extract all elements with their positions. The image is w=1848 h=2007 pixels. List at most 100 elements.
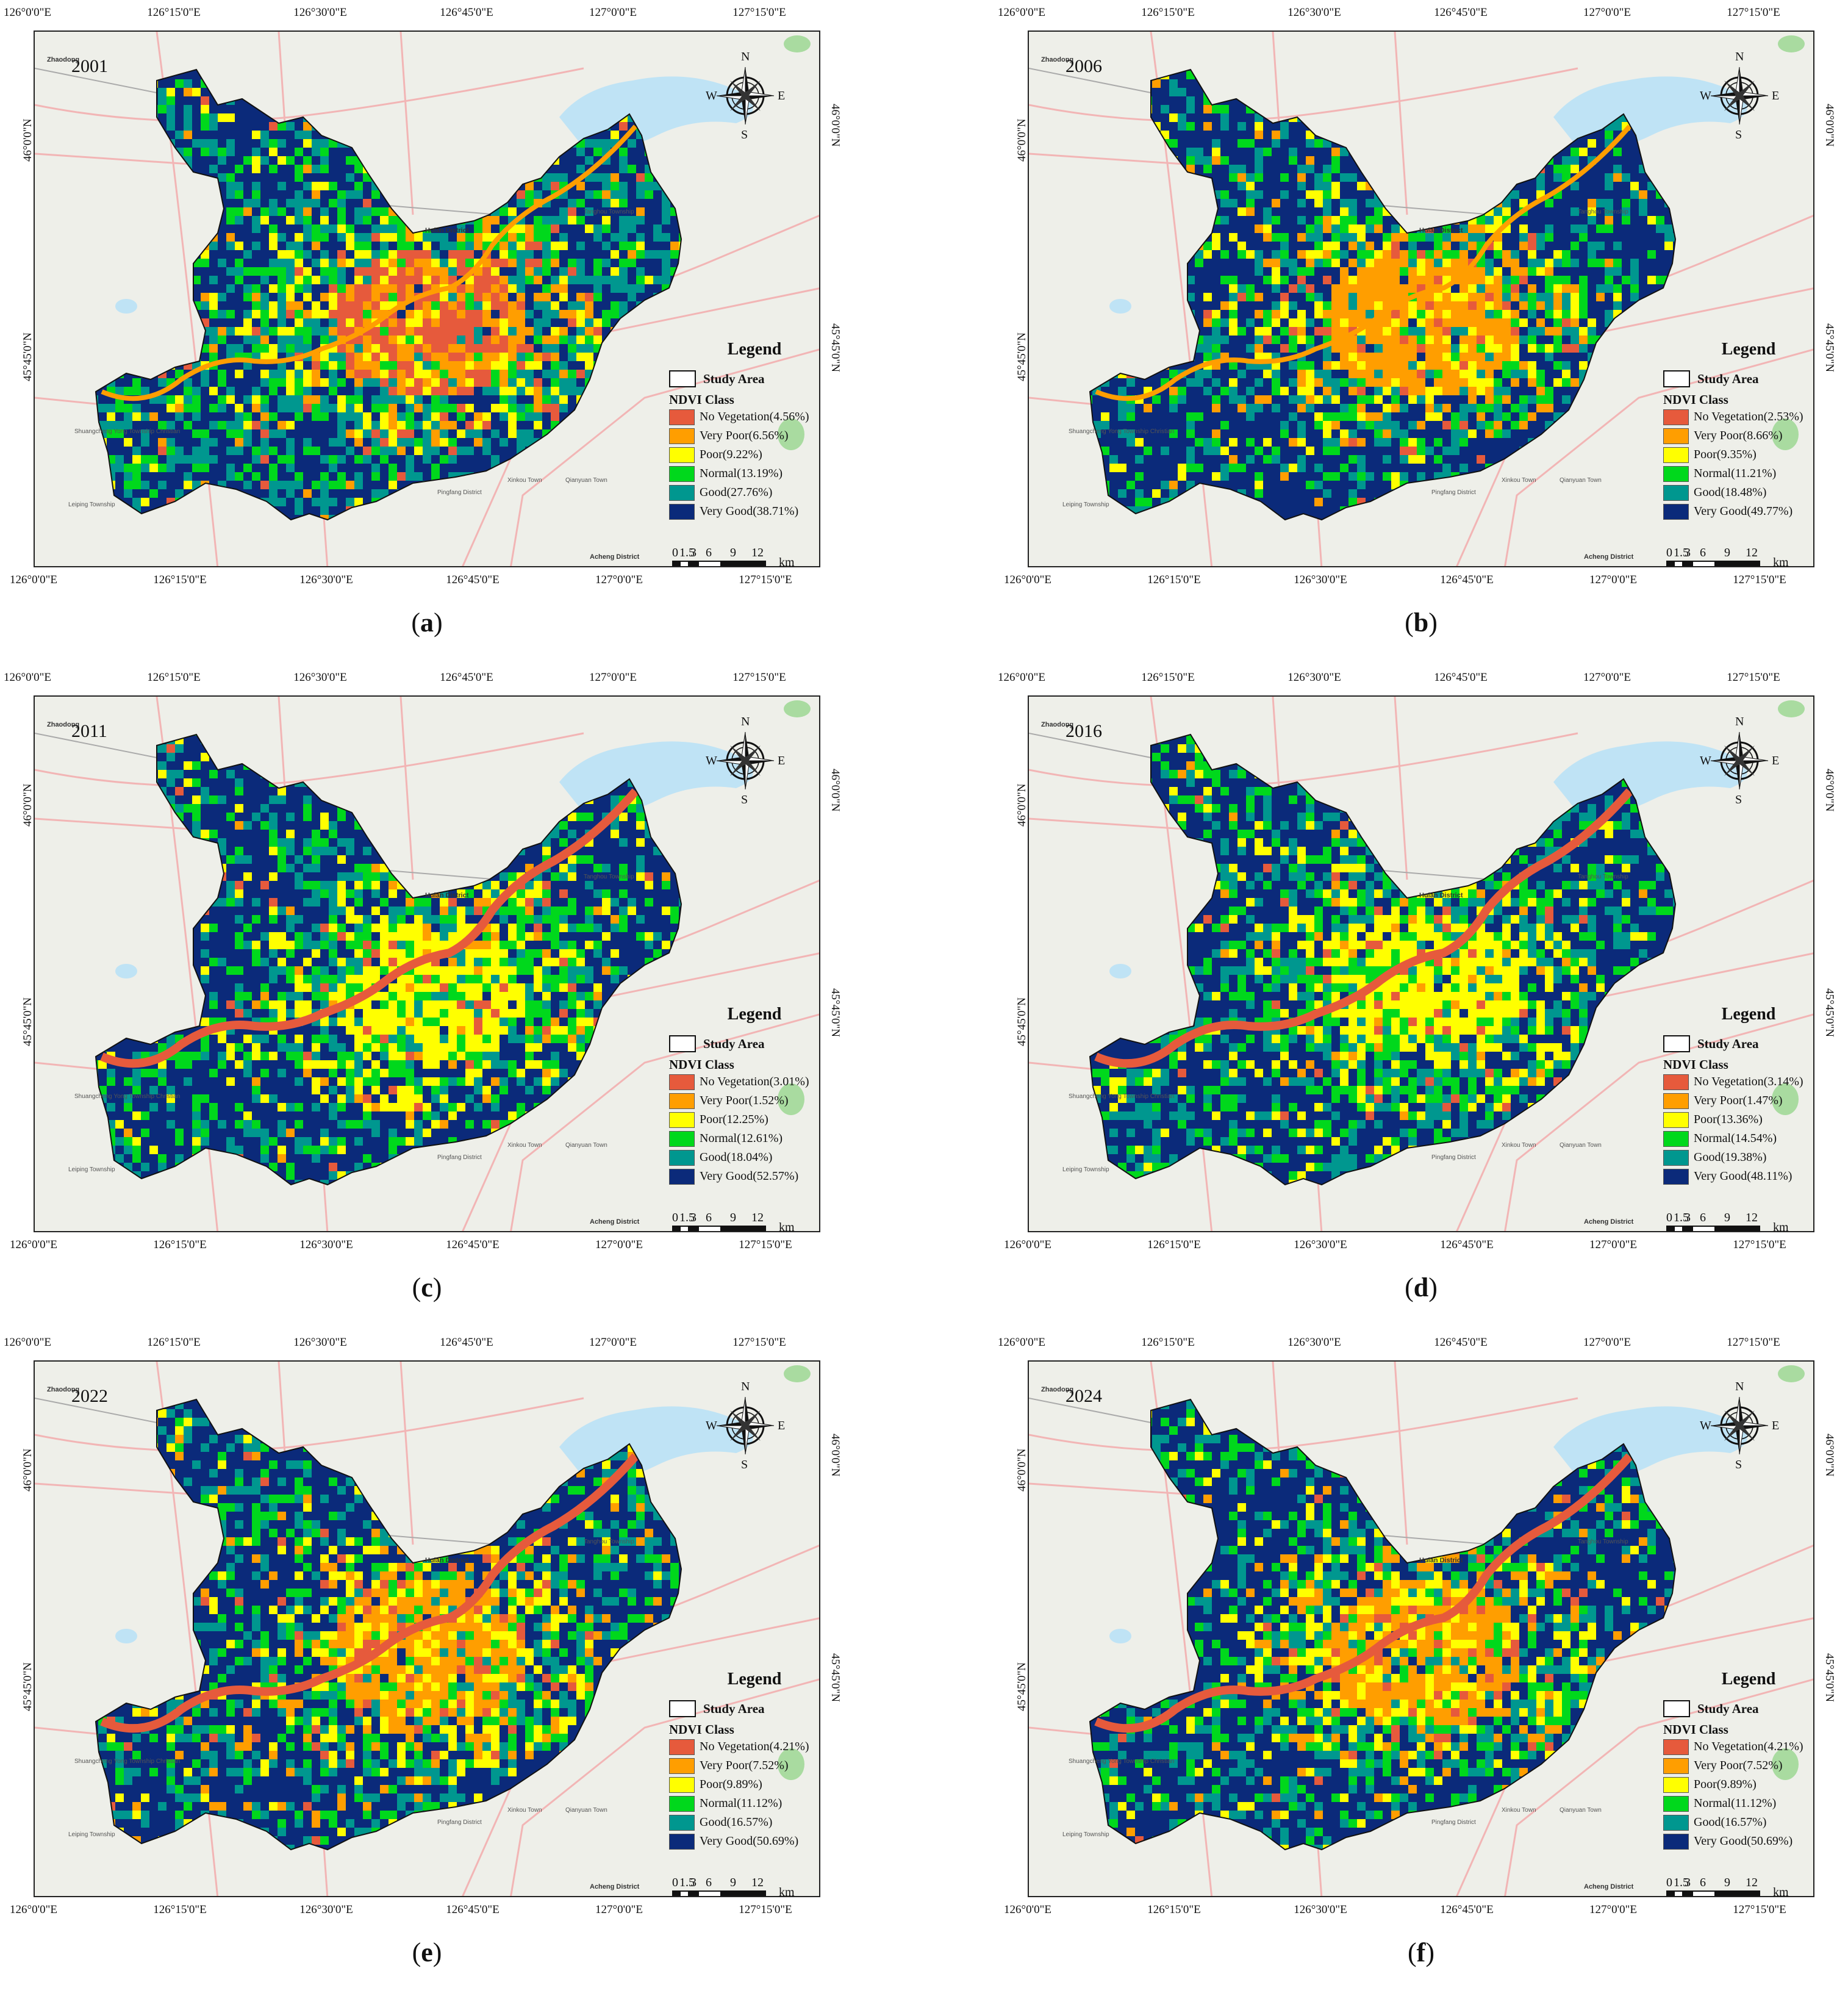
place-label-qianyuan: Qianyuan Town [1560,1142,1602,1149]
scale-segment [1675,1892,1682,1896]
legend-class-row: Poor(13.36%) [1663,1110,1810,1129]
legend-swatch [669,484,695,501]
legend-class-label: No Vegetation(4.56%) [700,410,809,423]
scale-number: 3 [690,1211,697,1224]
legend-class-row: Normal(13.19%) [669,464,815,483]
legend-class-label: Normal(14.54%) [1694,1132,1777,1145]
place-label-shuangcheng: Shuangcheng Yong Township Christian [74,428,181,435]
legend-class-label: Very Good(49.77%) [1694,504,1793,518]
place-label-acheng: Acheng District [1584,1218,1634,1226]
legend-class-row: No Vegetation(2.53%) [1663,408,1810,426]
scale-number: 3 [1685,1211,1691,1224]
legend-class-row: Very Good(50.69%) [669,1832,815,1851]
scale-number: 6 [1700,1211,1706,1224]
latitude-label-left: 45°45'0"N [21,1662,34,1711]
longitude-label-top: 127°0'0"E [1583,671,1631,684]
longitude-label-top: 127°0'0"E [1583,1336,1631,1349]
longitude-label-top: 126°0'0"E [4,671,51,684]
place-label-acheng: Acheng District [1584,553,1634,561]
study-area-swatch [1663,1700,1690,1717]
scale-segment [699,1227,720,1231]
basemap [35,1362,819,1896]
compass-label-e: E [778,1419,786,1432]
compass-label-n: N [741,715,750,728]
place-label-hulan: Hulan District [425,227,469,234]
panel-caption: (e) [412,1937,442,1968]
latitude-label-right: 45°45'0"N [829,1653,842,1702]
study-area-label: Study Area [703,371,765,386]
longitude-label-top: 126°45'0"E [440,1336,493,1349]
longitude-label-bottom: 126°15'0"E [153,1903,207,1916]
legend-swatch [669,1776,695,1793]
park-area [778,418,804,450]
caption-letter: a [420,608,434,637]
place-label-hulan: Hulan District [1419,892,1463,899]
park-area [1778,700,1805,717]
place-label-pingfang: Pingfang District [1431,489,1476,496]
ndvi-class-title: NDVI Class [669,392,734,407]
scale-unit: km [779,1221,795,1232]
compass-rose-icon: N S E W [1700,1380,1779,1471]
map-year: 2024 [1065,1386,1102,1406]
compass-label-s: S [1735,1458,1742,1471]
place-label-leiping: Leiping Township [1062,1831,1109,1838]
longitude-label-bottom: 126°15'0"E [1147,1903,1201,1916]
scale-number: 12 [1746,1876,1758,1889]
scale-segment [1667,1892,1675,1896]
legend-class-label: Poor(9.35%) [1694,448,1757,461]
legend-class-label: Normal(11.21%) [1694,467,1777,480]
longitude-label-bottom: 126°45'0"E [446,1903,500,1916]
latitude-label-right: 45°45'0"N [829,323,842,372]
park-area [1772,418,1799,450]
legend-class-label: Good(18.48%) [1694,486,1767,499]
legend-swatch [669,465,695,482]
longitude-label-bottom: 127°0'0"E [1589,1238,1637,1251]
longitude-label-bottom: 126°30'0"E [1294,1903,1347,1916]
legend-class-row: Poor(9.22%) [669,445,815,464]
scale-numbers: 0 1.5 3 6 9 12 [672,1211,812,1224]
longitude-label-bottom: 126°45'0"E [1440,1903,1494,1916]
scale-segment [673,1227,681,1231]
road [1394,32,1408,215]
scale-bar-graphic [672,1226,766,1231]
latitude-label-right: 45°45'0"N [1823,988,1836,1037]
caption-letter: f [1416,1937,1426,1967]
scale-segment [1714,1227,1759,1231]
scale-number: 3 [1685,546,1691,559]
songhua-river [1094,1453,1633,1733]
place-label-shuangcheng: Shuangcheng Yong Township Christian [1069,1093,1175,1100]
place-label-tanghou: Tanghou Township [1578,209,1628,215]
legend-swatch [669,447,695,463]
scale-segment [1675,562,1682,566]
legend-class-label: Very Good(48.11%) [1694,1169,1792,1183]
compass-label-n: N [1735,1380,1744,1393]
legend-class-row: Very Good(49.77%) [1663,502,1810,521]
longitude-label-bottom: 127°0'0"E [1589,573,1637,586]
scale-segment [1693,1227,1714,1231]
legend-class-label: Very Good(50.69%) [700,1834,799,1848]
legend-swatch [669,428,695,444]
road [399,1362,414,1545]
panel-caption: (d) [1405,1272,1438,1303]
legend-class-label: Very Poor(7.52%) [700,1759,789,1772]
longitude-label-bottom: 126°30'0"E [299,573,353,586]
scale-segment [1682,1227,1693,1231]
scale-number: 0 [1666,546,1672,559]
scale-unit: km [1773,1886,1789,1897]
legend-title: Legend [727,340,782,359]
latitude-label-left: 45°45'0"N [1015,997,1028,1046]
scale-unit: km [779,1886,795,1897]
longitude-label-bottom: 126°15'0"E [1147,1238,1201,1251]
place-label-hulan: Hulan District [1419,1557,1463,1564]
park-area [778,1083,804,1115]
latitude-label-right: 45°45'0"N [1823,323,1836,372]
compass-label-w: W [1700,1419,1711,1432]
scale-number: 0 [672,546,678,559]
scale-segment [1693,562,1714,566]
place-label-hulan: Hulan District [425,892,469,899]
scale-segment [1714,1892,1759,1896]
place-label-acheng: Acheng District [590,1218,640,1226]
compass-rose-icon: N S E W [706,50,785,142]
legend-class-row: Good(16.57%) [1663,1813,1810,1832]
latitude-label-left: 46°0'0"N [1015,1448,1028,1492]
